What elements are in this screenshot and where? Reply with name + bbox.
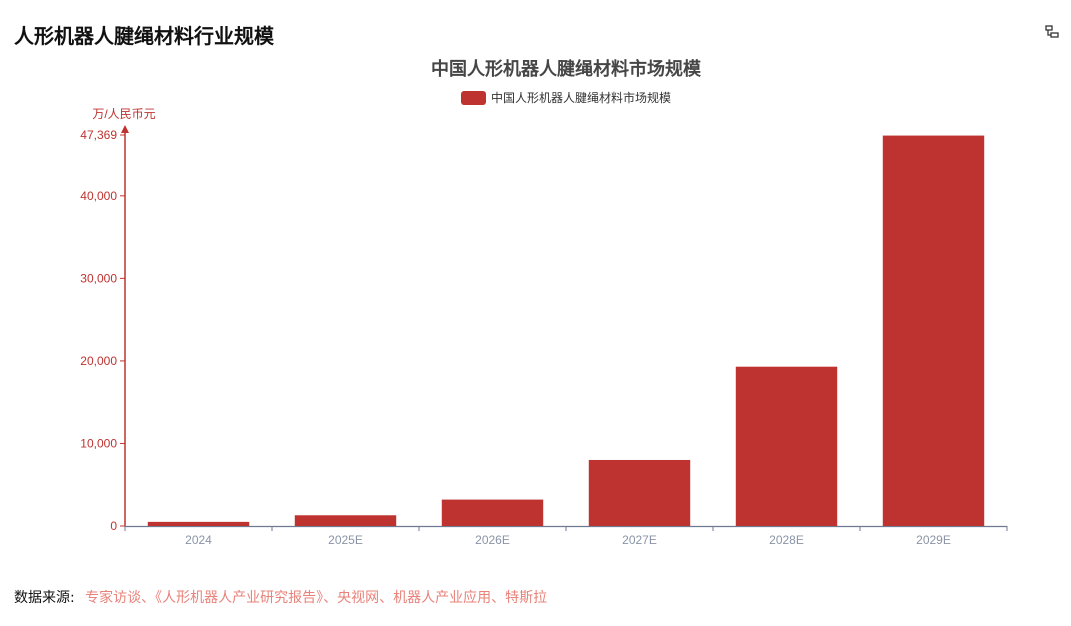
source-label: 数据来源: (14, 590, 75, 606)
bar[interactable] (588, 459, 691, 526)
data-source: 数据来源: 专家访谈、《人形机器人产业研究报告》、央视网、机器人产业应用、特斯拉 (14, 587, 547, 607)
y-axis-label: 万/人民币元 (92, 107, 155, 121)
chart-title: 中国人形机器人腱绳材料市场规模 (431, 58, 702, 79)
legend[interactable]: 中国人形机器人腱绳材料市场规模 (461, 90, 671, 105)
x-tick-label: 2026E (475, 533, 510, 547)
x-tick-label: 2025E (328, 533, 363, 547)
bar[interactable] (294, 515, 397, 526)
data-view-icon[interactable] (1044, 24, 1060, 40)
source-link[interactable]: 专家访谈、《人形机器人产业研究报告》、央视网、机器人产业应用、特斯拉 (85, 590, 548, 606)
bar[interactable] (441, 499, 544, 526)
y-tick-label: 40,000 (80, 189, 117, 203)
bar[interactable] (882, 135, 985, 526)
legend-swatch (461, 91, 486, 105)
bar-chart: 中国人形机器人腱绳材料市场规模 中国人形机器人腱绳材料市场规模 万/人民币元 0… (80, 58, 1008, 547)
y-tick-label: 47,369 (80, 128, 117, 142)
y-tick-label: 0 (110, 519, 117, 533)
y-tick-label: 20,000 (80, 354, 117, 368)
y-tick-label: 30,000 (80, 271, 117, 285)
bar[interactable] (147, 521, 250, 526)
bar[interactable] (735, 366, 838, 526)
x-tick-label: 2027E (622, 533, 657, 547)
y-tick-label: 10,000 (80, 436, 117, 450)
y-axis-arrow (121, 125, 129, 133)
x-tick-label: 2024 (185, 533, 212, 547)
page-title: 人形机器人腱绳材料行业规模 (14, 24, 274, 48)
legend-label: 中国人形机器人腱绳材料市场规模 (491, 90, 671, 105)
x-tick-label: 2029E (916, 533, 951, 547)
x-tick-label: 2028E (769, 533, 804, 547)
